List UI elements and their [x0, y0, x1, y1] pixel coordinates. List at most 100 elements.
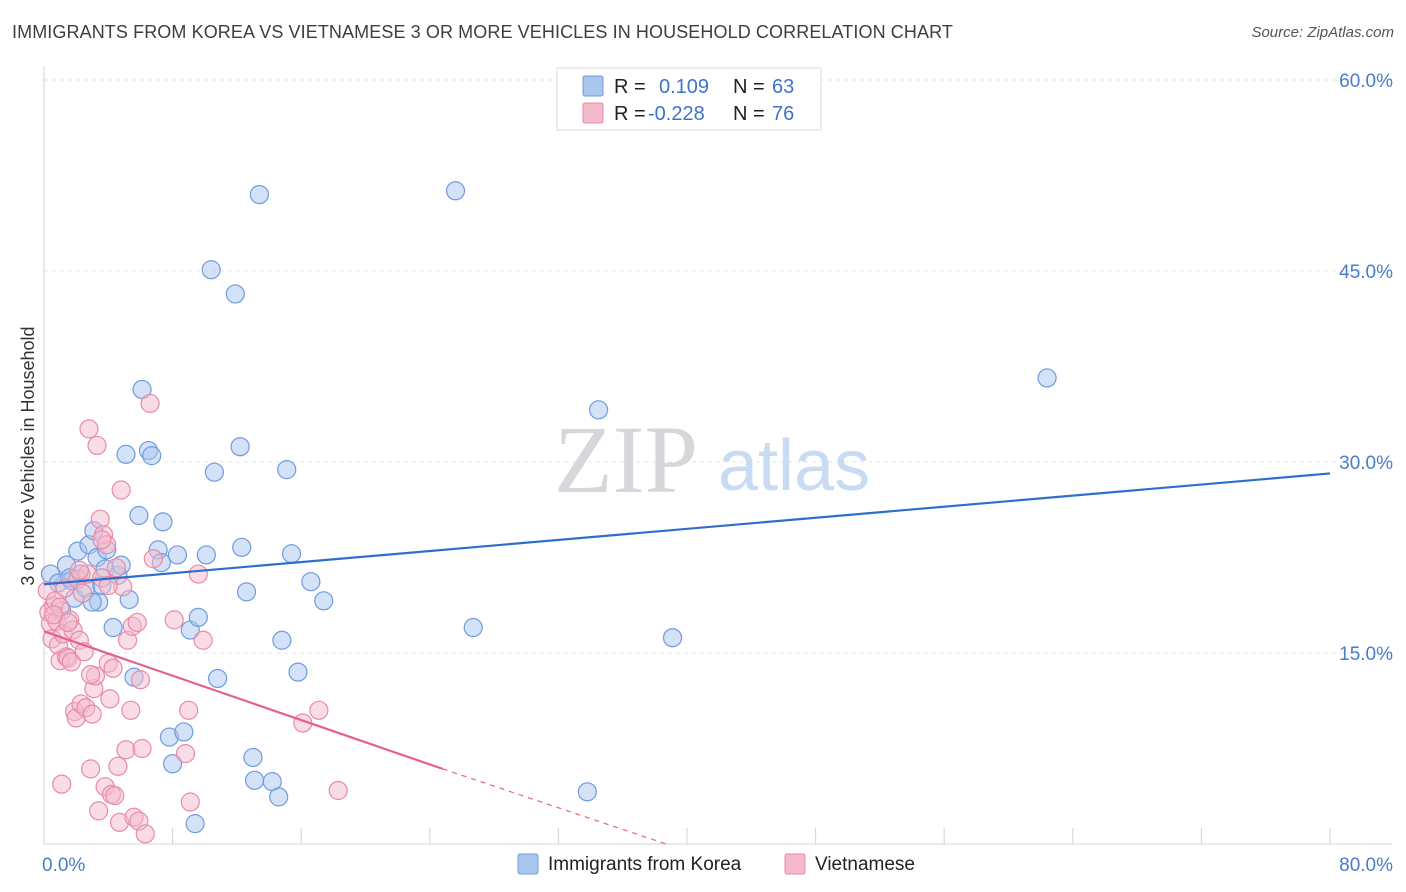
viet-point-70: [69, 560, 89, 580]
korea-point-58: [588, 400, 609, 420]
y-tick-label-1: 30.0%: [1339, 453, 1393, 474]
viet-r-label: R =: [614, 103, 646, 125]
y-tick-label-3: 60.0%: [1339, 71, 1393, 92]
korea-point-60: [1037, 368, 1057, 388]
korea-point-36: [196, 545, 216, 565]
viet-point-28: [82, 704, 102, 724]
viet-point-71: [92, 530, 112, 550]
viet-point-50: [121, 700, 141, 720]
viet-point-9: [52, 774, 72, 794]
korea-point-45: [244, 770, 265, 790]
viet-point-44: [108, 756, 128, 776]
korea-point-19: [116, 444, 136, 464]
korea-point-22: [129, 505, 149, 526]
viet-point-53: [127, 612, 147, 633]
korea-point-46: [249, 185, 270, 205]
korea-point-37: [201, 260, 221, 280]
watermark: ZIP atlas: [554, 406, 870, 513]
korea-point-41: [230, 437, 250, 457]
korea-point-48: [269, 787, 289, 807]
viet-point-15: [61, 652, 81, 672]
viet-point-26: [79, 419, 99, 439]
korea-point-43: [236, 582, 257, 602]
viet-point-48: [116, 740, 136, 760]
korea-point-40: [225, 284, 245, 304]
korea-point-59: [662, 628, 683, 648]
viet-point-75: [98, 575, 118, 596]
korea-r-label: R =: [614, 76, 646, 98]
viet-point-22: [72, 583, 93, 603]
korea-point-31: [167, 545, 188, 565]
viet-point-43: [106, 558, 126, 578]
legend-vietnamese-swatch: [784, 853, 806, 875]
viet-point-58: [140, 393, 160, 414]
viet-point-59: [143, 549, 163, 569]
viet-point-31: [87, 435, 107, 456]
legend-korea-label: Immigrants from Korea: [548, 854, 742, 875]
vietnamese-swatch: [582, 102, 604, 124]
korea-point-52: [288, 662, 308, 682]
x-tick-labels: 0.0% 80.0%: [42, 855, 1393, 876]
korea-point-51: [281, 544, 302, 564]
viet-point-67: [309, 700, 329, 720]
trend-lines: [43, 472, 1331, 845]
viet-point-41: [103, 658, 123, 678]
x-tick-label-min: 0.0%: [42, 855, 85, 876]
x-tick-label-max: 80.0%: [1339, 855, 1393, 876]
korea-point-49: [272, 630, 292, 650]
legend-vietnamese-label: Vietnamese: [815, 854, 915, 875]
korea-point-54: [314, 591, 334, 611]
korea-point-55: [445, 181, 466, 201]
viet-point-57: [135, 824, 155, 844]
y-tick-label-2: 45.0%: [1339, 262, 1393, 283]
vietnamese-trend-extension: [442, 768, 667, 845]
korea-point-38: [204, 462, 224, 482]
viet-point-65: [193, 630, 213, 650]
viet-point-64: [188, 564, 208, 584]
korea-point-34: [185, 814, 205, 834]
korea-point-28: [153, 512, 173, 532]
korea-point-16: [103, 617, 123, 638]
watermark-zip: ZIP: [554, 406, 698, 513]
viet-point-60: [164, 610, 184, 630]
viet-point-42: [105, 786, 125, 806]
y-axis-title: 3 or more Vehicles in Household: [18, 326, 38, 585]
viet-point-73: [44, 605, 64, 625]
korea-point-42: [232, 537, 252, 557]
viet-point-56: [132, 738, 152, 759]
viet-n-value: 76: [772, 103, 794, 125]
vietnamese-points: [37, 393, 348, 844]
korea-point-50: [277, 460, 297, 480]
series-legend: Immigrants from Korea Vietnamese: [517, 853, 915, 875]
korea-trend-line: [43, 472, 1331, 586]
korea-n-value: 63: [772, 76, 794, 98]
viet-point-55: [130, 670, 151, 690]
y-tick-labels: 15.0% 30.0% 45.0% 60.0%: [1339, 71, 1393, 665]
y-tick-label-0: 15.0%: [1339, 644, 1393, 665]
chart-title: IMMIGRANTS FROM KOREA VS VIETNAMESE 3 OR…: [12, 22, 953, 42]
korea-point-44: [243, 747, 263, 768]
korea-point-32: [174, 722, 194, 742]
watermark-atlas: atlas: [718, 426, 870, 506]
viet-r-value: -0.228: [648, 103, 705, 125]
viet-point-61: [175, 743, 196, 764]
korea-point-30: [163, 754, 183, 774]
viet-point-68: [328, 780, 348, 801]
korea-point-25: [142, 446, 162, 466]
viet-point-74: [81, 665, 101, 685]
viet-point-62: [179, 700, 199, 720]
korea-n-label: N =: [733, 76, 765, 98]
legend-korea-swatch: [517, 853, 539, 875]
viet-point-27: [81, 759, 101, 779]
axes: [43, 66, 1392, 845]
vietnamese-trend-line: [43, 630, 444, 770]
grid-lines: [44, 79, 1392, 654]
korea-point-56: [463, 617, 483, 638]
korea-swatch: [582, 75, 604, 97]
korea-points: [40, 181, 1057, 834]
viet-point-46: [111, 480, 131, 500]
korea-point-57: [577, 782, 597, 802]
korea-r-value: 0.109: [659, 76, 709, 98]
korea-point-35: [188, 607, 208, 627]
